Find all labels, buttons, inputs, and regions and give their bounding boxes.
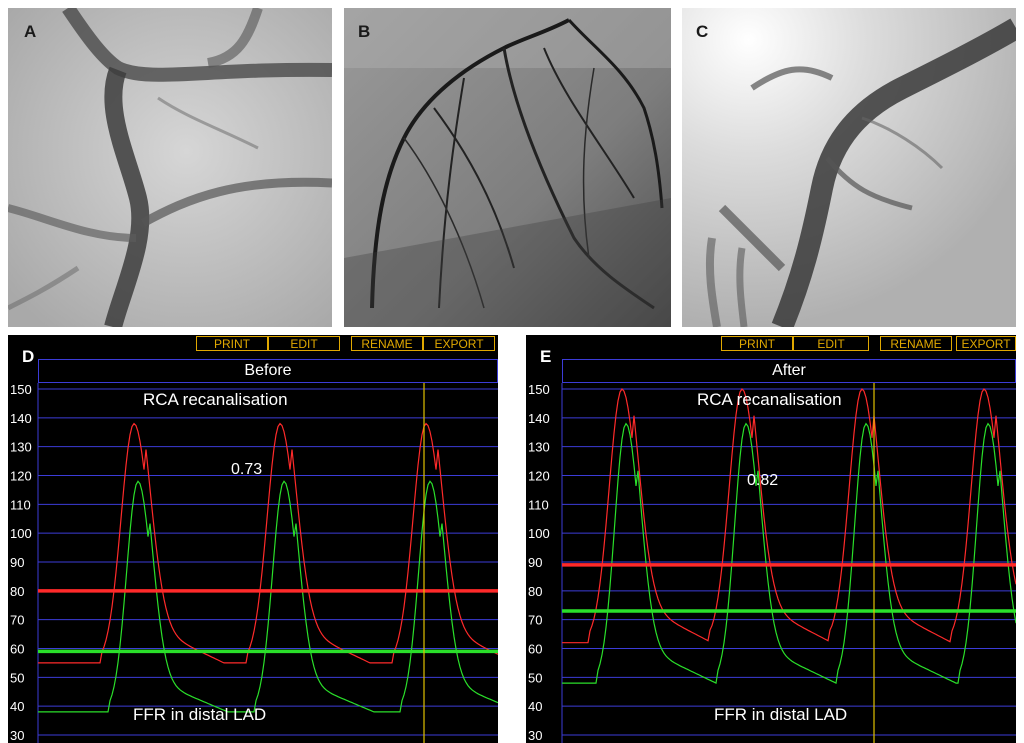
angiogram-image-b	[344, 8, 671, 327]
y-tick-label: 60	[10, 642, 24, 657]
y-tick-label: 140	[10, 411, 32, 426]
y-tick-label: 110	[528, 497, 549, 512]
y-tick-label: 110	[10, 497, 31, 512]
angiogram-panel-b	[344, 8, 671, 327]
y-tick-label: 40	[528, 699, 542, 714]
angiogram-image-c	[682, 8, 1016, 327]
rename-button[interactable]: RENAME	[351, 336, 423, 351]
y-tick-label: 60	[528, 642, 542, 657]
y-tick-label: 40	[10, 699, 24, 714]
y-tick-label: 150	[528, 383, 550, 397]
y-tick-label: 130	[10, 440, 32, 455]
y-tick-label: 80	[528, 584, 542, 599]
y-tick-label: 100	[10, 526, 32, 541]
rename-button[interactable]: RENAME	[880, 336, 952, 351]
ffr-ratio-value: 0.73	[231, 461, 263, 478]
print-button[interactable]: PRINT	[721, 336, 793, 351]
bottom-label: FFR in distal LAD	[133, 705, 267, 724]
ffr-ratio-value: 0.82	[747, 472, 779, 489]
aortic-pressure-trace	[38, 422, 498, 664]
print-button[interactable]: PRINT	[196, 336, 268, 351]
pressure-chart-e: 150 140 130 120 110 100 90 80 70 60 50 40 30	[528, 383, 1016, 743]
y-tick-label: 30	[10, 728, 24, 743]
y-tick-label: 130	[528, 440, 550, 455]
panel-letter-b: B	[358, 22, 371, 41]
monitor-title: After	[562, 359, 1016, 383]
panel-letter-d: D	[22, 347, 35, 366]
y-tick-label: 30	[528, 728, 542, 743]
y-tick-label: 80	[10, 584, 24, 599]
angiogram-image-a	[8, 8, 332, 327]
angiogram-panel-a	[8, 8, 332, 327]
angiogram-panel-c	[682, 8, 1016, 327]
edit-button[interactable]: EDIT	[268, 336, 340, 351]
export-button[interactable]: EXPORT	[423, 336, 495, 351]
y-tick-label: 50	[528, 670, 542, 685]
edit-button[interactable]: EDIT	[793, 336, 869, 351]
top-label: RCA recanalisation	[143, 390, 288, 409]
panel-letter-e: E	[540, 347, 552, 366]
distal-pressure-trace	[562, 422, 1016, 685]
export-button[interactable]: EXPORT	[956, 336, 1016, 351]
bottom-label: FFR in distal LAD	[714, 705, 848, 724]
y-tick-label: 100	[528, 526, 550, 541]
y-tick-label: 90	[10, 555, 24, 570]
panel-letter-a: A	[24, 22, 37, 41]
monitor-title: Before	[38, 359, 498, 383]
y-tick-label: 150	[10, 383, 32, 397]
y-tick-label: 120	[528, 469, 550, 484]
monitor-background	[8, 335, 498, 743]
y-tick-label: 90	[528, 555, 542, 570]
y-tick-label: 70	[528, 613, 542, 628]
pressure-monitor-d: PRINT EDIT RENAME EXPORT Before 150 140 13…	[8, 335, 498, 743]
y-tick-label: 50	[10, 670, 24, 685]
distal-pressure-trace	[38, 480, 498, 713]
pressure-monitor-e: PRINT EDIT RENAME EXPORT After 150 140 130…	[526, 335, 1016, 743]
y-tick-label: 120	[10, 469, 32, 484]
y-tick-label: 140	[528, 411, 550, 426]
aortic-pressure-trace	[562, 388, 1016, 644]
top-label: RCA recanalisation	[697, 390, 842, 409]
monitor-background	[526, 335, 1016, 743]
pressure-chart-d: 150 140 130 120 110 100 90 80 70 60 50 40 30	[10, 383, 498, 743]
panel-letter-c: C	[696, 22, 709, 41]
y-tick-label: 70	[10, 613, 24, 628]
